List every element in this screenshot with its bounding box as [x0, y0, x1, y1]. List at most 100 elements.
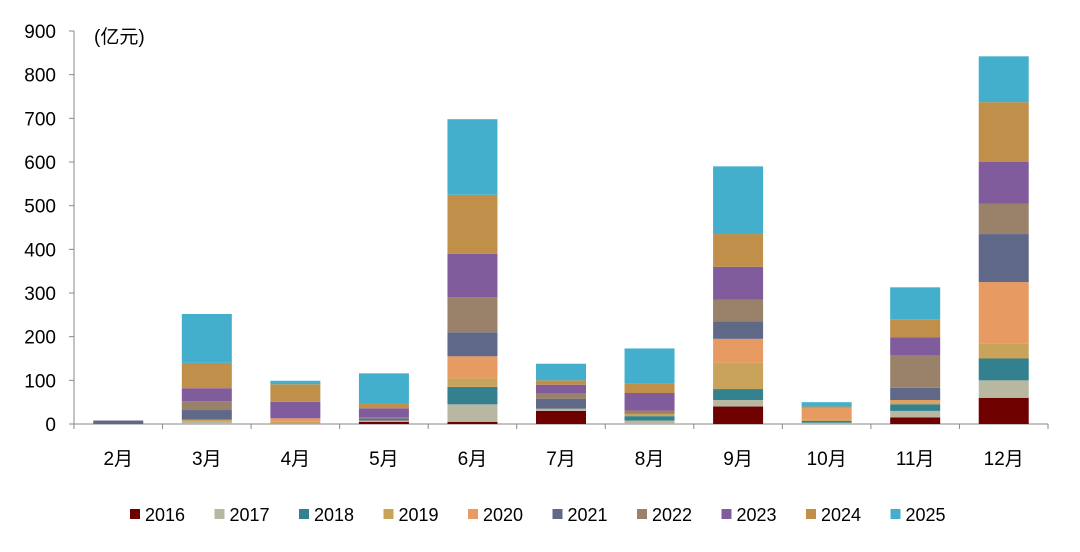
bar-segment-2022 [890, 355, 941, 388]
legend-swatch-2022 [637, 509, 647, 519]
legend-swatch-2018 [299, 509, 309, 519]
bar-segment-2017 [978, 380, 1029, 398]
y-tick-label: 600 [24, 153, 56, 174]
bar-segment-2017 [801, 422, 852, 424]
bar-segment-2017 [447, 404, 498, 422]
bar-segment-2024 [801, 406, 852, 408]
bar-segment-2025 [978, 56, 1029, 103]
bar-segment-2019 [624, 413, 675, 417]
bar-segment-2025 [270, 380, 321, 385]
bar-segment-2019 [270, 421, 321, 424]
legend-label: 2017 [230, 505, 270, 525]
legend-label: 2020 [483, 505, 523, 525]
bar-segment-2017 [890, 410, 941, 418]
bar-segment-2020 [713, 338, 764, 363]
y-tick-label: 700 [24, 109, 56, 130]
bar-segment-2024 [713, 234, 764, 267]
bar-segment-2021 [890, 387, 941, 400]
x-tick-labels: 2月 3月 4月 5月 6月 7月 8月 9月 10月 11月 12月 [103, 449, 1023, 470]
bar-segment-2017 [358, 420, 409, 422]
bar-segment-2019 [713, 362, 764, 390]
bar-segment-2025 [358, 373, 409, 404]
bar-segment-2023 [890, 337, 941, 356]
bar-segment-2024 [181, 362, 232, 389]
bar-segment-2024 [536, 380, 586, 385]
bar-segment-2020 [801, 407, 852, 420]
x-tick-label: 2月 [103, 449, 133, 470]
bar-segment-2025 [624, 348, 675, 384]
legend-label: 2025 [906, 505, 946, 525]
x-tick-label: 7月 [546, 449, 576, 470]
legend-label: 2019 [399, 505, 439, 525]
bar-segment-2018 [713, 389, 764, 400]
legend-label: 2021 [568, 505, 608, 525]
y-tick-label: 200 [24, 328, 56, 349]
bar-segment-2022 [536, 393, 586, 399]
bar-segment-2025 [447, 119, 498, 195]
bar-segment-2022 [358, 417, 409, 419]
bar-segment-2019 [978, 343, 1029, 359]
bar-segment-2024 [358, 403, 409, 409]
x-tick-label: 10月 [807, 449, 847, 470]
legend-swatch-2019 [383, 509, 394, 519]
bar-segment-2018 [978, 358, 1029, 381]
legend-label: 2022 [652, 505, 692, 525]
bar-segment-2023 [358, 408, 409, 418]
bar-segment-2019 [801, 419, 852, 421]
bar-segment-2020 [447, 356, 498, 379]
bar-segment-2021 [358, 418, 409, 421]
bar-segment-2017 [713, 399, 764, 407]
bar-segment-2023 [713, 266, 764, 300]
bar-segment-2023 [181, 388, 232, 402]
bar-segment-2022 [447, 297, 498, 333]
x-tick-label: 8月 [635, 449, 665, 470]
bar-segment-2022 [624, 410, 675, 414]
y-axis-unit-label: (亿元) [94, 26, 145, 48]
bar-segment-2021 [536, 398, 586, 409]
legend-swatch-2025 [890, 509, 901, 519]
bar-segment-2022 [978, 203, 1029, 235]
bar-segment-2019 [181, 419, 232, 422]
bar-segment-2018 [890, 404, 941, 411]
bars-layer [93, 56, 1029, 424]
bar-segment-2024 [447, 194, 498, 254]
y-tick-label: 300 [24, 284, 56, 305]
y-tick-label: 100 [24, 371, 56, 392]
bar-segment-2023 [447, 253, 498, 298]
bar-segment-2021 [181, 410, 232, 420]
bar-segment-2025 [713, 166, 764, 235]
bar-segment-2016 [536, 410, 586, 424]
legend-label: 2023 [737, 505, 777, 525]
x-tick-label: 9月 [723, 449, 753, 470]
bar-segment-2016 [978, 397, 1029, 424]
bar-segment-2024 [890, 319, 941, 338]
bar-segment-2024 [624, 383, 675, 393]
bar-segment-2018 [447, 386, 498, 405]
y-tick-label: 400 [24, 240, 56, 261]
legend-label: 2016 [145, 505, 185, 525]
bar-segment-2017 [536, 408, 586, 411]
bar-segment-2021 [713, 321, 764, 339]
bar-segment-2016 [358, 421, 409, 424]
bar-segment-2016 [890, 417, 941, 424]
bar-segment-2025 [801, 402, 852, 407]
x-tick-label: 4月 [281, 449, 311, 470]
bar-segment-2022 [181, 401, 232, 411]
bar-segment-2017 [624, 420, 675, 424]
bar-segment-2023 [978, 162, 1029, 204]
x-tick-label: 12月 [984, 449, 1024, 470]
y-tick-label: 500 [24, 197, 56, 218]
x-tick-label: 3月 [192, 449, 222, 470]
bar-segment-2025 [890, 287, 941, 320]
legend: 2016 2017 2018 2019 2020 2021 2022 2023 2024 2025 [130, 505, 946, 525]
y-tick-labels: 0 100 200 300 400 500 600 700 800 900 [24, 22, 56, 436]
legend-label: 2018 [314, 505, 354, 525]
bar-segment-2021 [978, 234, 1029, 283]
bar-segment-2023 [536, 384, 586, 394]
bar-segment-2019 [890, 402, 941, 405]
legend-swatch-2024 [806, 509, 816, 519]
legend-swatch-2016 [130, 509, 140, 519]
bar-segment-2016 [713, 406, 764, 424]
legend-swatch-2020 [468, 509, 478, 519]
